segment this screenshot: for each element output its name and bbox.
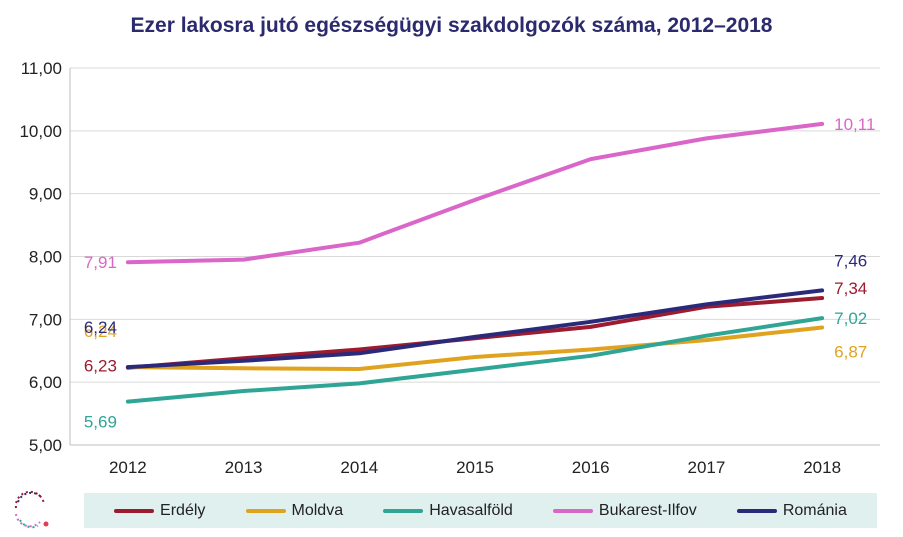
data-label: 6,87	[834, 343, 867, 362]
legend-swatch	[114, 508, 155, 513]
line-chart: 5,00 6,00 7,00 8,00 9,00 10,00 11,00 2012 2013 20…	[19, 59, 880, 477]
data-label: 6,24	[84, 322, 117, 341]
data-label: 6,24	[84, 318, 117, 337]
legend-swatch	[383, 508, 424, 513]
data-label: 7,91	[84, 253, 117, 272]
x-tick-label: 2012	[109, 458, 147, 477]
legend-label: Moldva	[291, 501, 344, 519]
legend-label: Havasalföld	[429, 501, 513, 519]
logo-icon	[14, 490, 49, 529]
chart-legend: Erdély Moldva Havasalföld Bukarest-Ilfov Rom…	[84, 493, 877, 528]
y-tick-label: 6,00	[29, 373, 62, 392]
x-tick-label: 2017	[688, 458, 726, 477]
data-label: 6,23	[84, 357, 117, 376]
legend-item: Bukarest-Ilfov	[552, 501, 697, 520]
legend-label: Bukarest-Ilfov	[598, 501, 697, 519]
series-line-havasalf-ld	[125, 316, 825, 404]
series-line-bukarest-ilfov	[125, 121, 825, 265]
data-label: 7,02	[834, 309, 867, 328]
data-label: 7,34	[834, 279, 867, 298]
x-tick-label: 2016	[572, 458, 610, 477]
legend-label: Erdély	[160, 501, 206, 519]
data-label: 10,11	[834, 115, 875, 134]
x-tick-label: 2015	[456, 458, 494, 477]
y-tick-label: 7,00	[29, 310, 62, 329]
series-line-rom-nia	[125, 288, 825, 370]
legend-swatch	[736, 508, 777, 513]
y-tick-label: 11,00	[21, 59, 62, 78]
data-label: 7,46	[834, 251, 867, 270]
series-line-moldva	[125, 325, 825, 371]
legend-label: Románia	[782, 501, 847, 519]
x-tick-label: 2014	[340, 458, 378, 477]
x-tick-label: 2018	[803, 458, 841, 477]
y-tick-label: 10,00	[19, 122, 62, 141]
y-tick-label: 8,00	[29, 248, 62, 267]
legend-swatch	[552, 508, 593, 513]
legend-item: Románia	[736, 501, 847, 520]
chart-title: Ezer lakosra jutó egészségügyi szakdolgo…	[130, 14, 773, 37]
y-tick-label: 5,00	[29, 436, 62, 455]
legend-item: Moldva	[245, 501, 344, 520]
x-tick-label: 2013	[225, 458, 263, 477]
data-label: 5,69	[84, 413, 117, 432]
y-tick-label: 9,00	[29, 185, 62, 204]
legend-item: Erdély	[114, 502, 205, 520]
legend-swatch	[245, 508, 286, 513]
legend-item: Havasalföld	[383, 502, 513, 520]
